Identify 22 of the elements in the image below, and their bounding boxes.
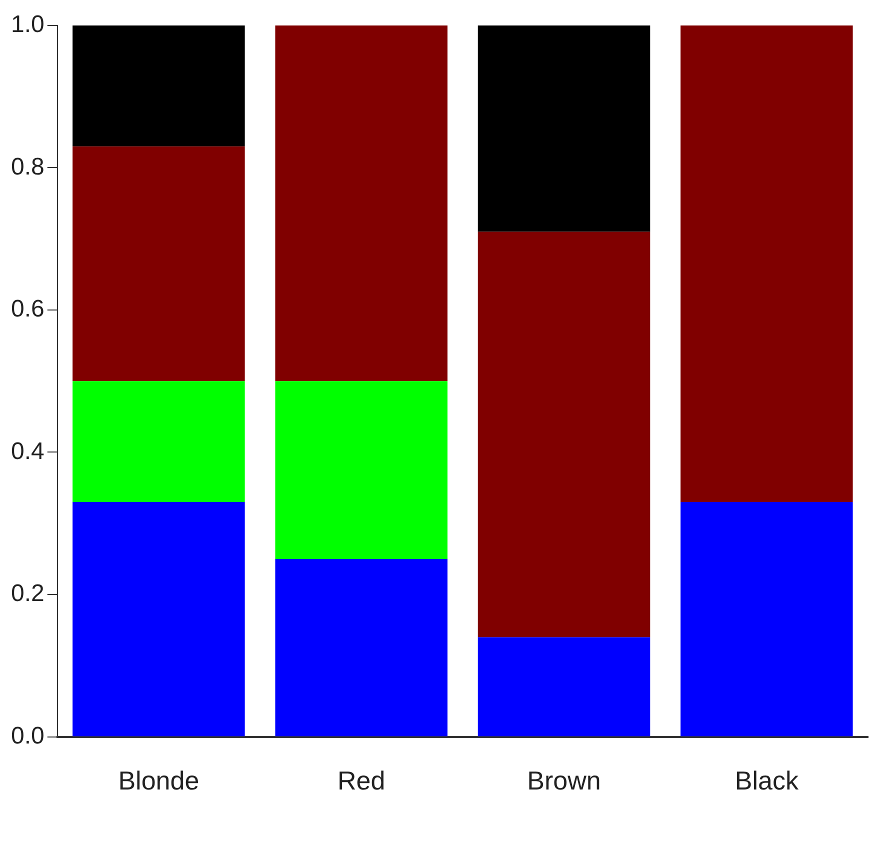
y-tick-label: 0.8 (10, 153, 44, 180)
x-tick-label: Brown (527, 766, 601, 796)
bar (72, 25, 245, 146)
x-tick-label: Black (734, 766, 800, 796)
bar (478, 25, 650, 232)
bar (275, 381, 448, 559)
bar (478, 637, 650, 736)
x-tick-label: Blonde (118, 766, 200, 796)
y-tick-label: 1.0 (10, 11, 44, 38)
bar (680, 25, 853, 502)
y-tick-label: 0.4 (10, 438, 44, 465)
bar (275, 25, 448, 382)
bar (72, 146, 245, 382)
y-tick-label: 0.2 (10, 580, 44, 608)
x-tick-label: Red (338, 766, 386, 796)
y-tick-label: 0.6 (10, 296, 44, 323)
bar (72, 502, 245, 736)
bar (478, 232, 650, 638)
bar (275, 558, 448, 736)
bar (680, 502, 853, 736)
bar (72, 381, 245, 502)
y-tick-label: 0.0 (10, 722, 44, 750)
